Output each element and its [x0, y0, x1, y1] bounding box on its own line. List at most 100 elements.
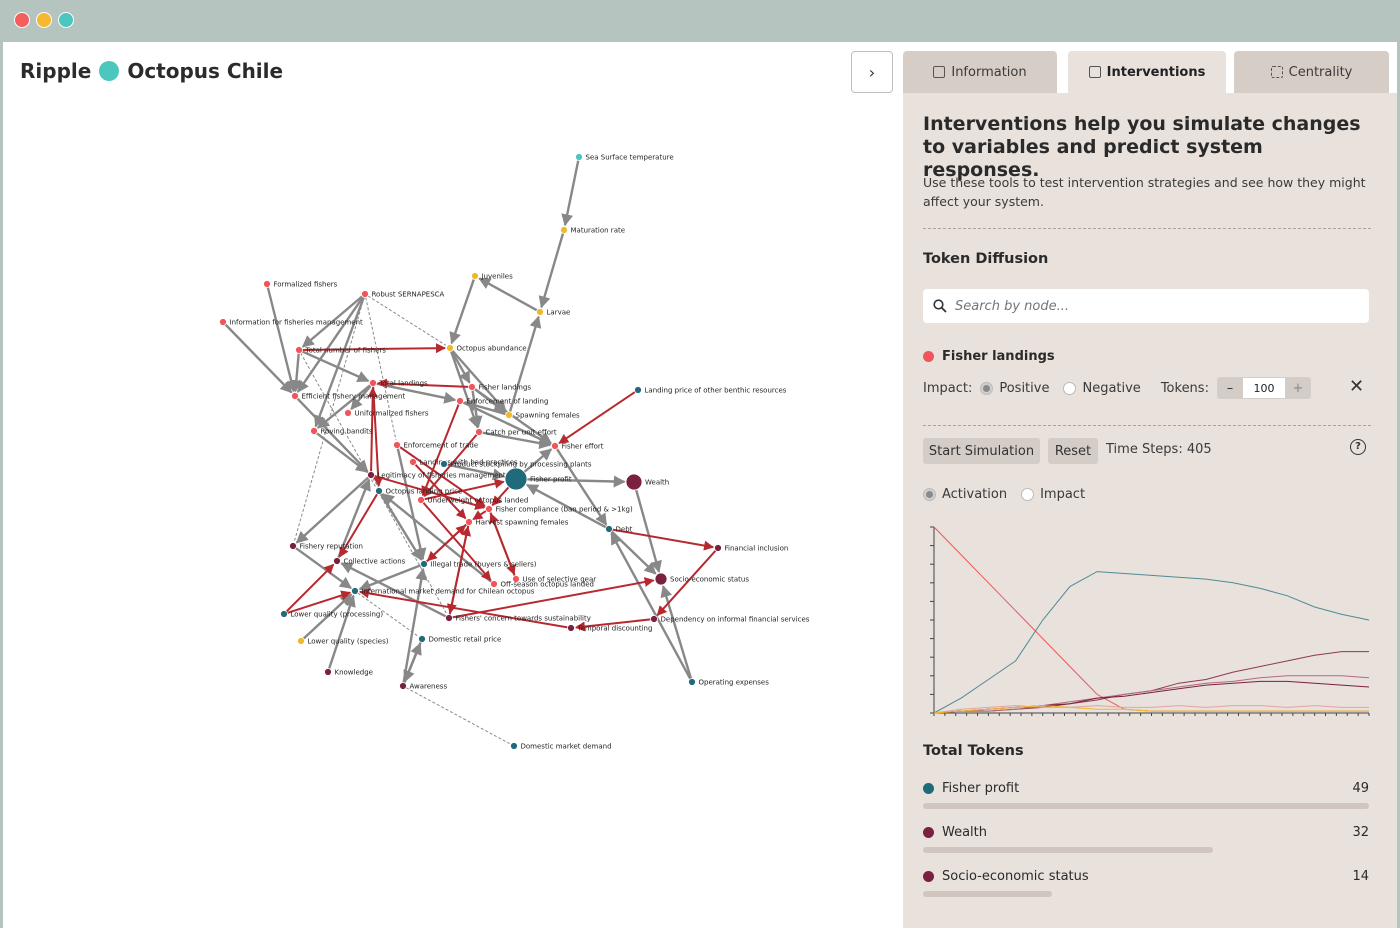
impact-negative-label[interactable]: Negative: [1082, 380, 1141, 396]
tokens-increment-button[interactable]: +: [1292, 380, 1304, 396]
project-title: Octopus Chile: [127, 59, 284, 83]
graph-node-opex[interactable]: [688, 678, 696, 686]
impact-controls: Impact: Positive Negative Tokens: – 100 …: [923, 377, 1311, 399]
graph-node-financial[interactable]: [714, 544, 722, 552]
graph-node-fisherlandings[interactable]: [468, 383, 476, 391]
graph-node-enforcementlanding[interactable]: [456, 397, 464, 405]
graph-node-knowledge[interactable]: [324, 668, 332, 676]
graph-node-illegal[interactable]: [420, 560, 428, 568]
tokens-stepper: – 100 +: [1216, 377, 1311, 399]
graph-node-lowerqualityspecies[interactable]: [297, 637, 305, 645]
total-value: 49: [1352, 781, 1369, 796]
graph-node-informalized[interactable]: [344, 409, 352, 417]
graph-node-debt[interactable]: [605, 525, 613, 533]
graph-node-label: Robust SERNAPESCA: [372, 291, 445, 299]
graph-edge: [296, 397, 369, 473]
graph-node-cpue[interactable]: [475, 428, 483, 436]
graph-node-dependency[interactable]: [650, 615, 658, 623]
impact-mode-label[interactable]: Impact: [1040, 487, 1086, 502]
graph-edge: [224, 323, 293, 394]
reset-button[interactable]: Reset: [1048, 438, 1098, 464]
graph-node-abundance[interactable]: [446, 344, 454, 352]
graph-node-harvest[interactable]: [465, 518, 473, 526]
help-icon[interactable]: ?: [1350, 439, 1366, 455]
graph-node-compliance[interactable]: [485, 505, 493, 513]
impact-negative-radio[interactable]: [1063, 381, 1077, 395]
graph-node-totalfishers[interactable]: [295, 346, 303, 354]
graph-node-awareness[interactable]: [399, 682, 407, 690]
total-bar: [923, 847, 1213, 853]
graph-node-domesticprice[interactable]: [418, 635, 426, 643]
graph-node-roving[interactable]: [310, 427, 318, 435]
maximize-window-button[interactable]: [58, 12, 74, 28]
graph-node-sernapesca[interactable]: [361, 290, 369, 298]
graph-node-formalized[interactable]: [263, 280, 271, 288]
activation-radio[interactable]: [923, 488, 936, 501]
start-simulation-button[interactable]: Start Simulation: [923, 438, 1040, 464]
graph-node-label: Operating expenses: [699, 679, 770, 687]
tokens-decrement-button[interactable]: –: [1226, 380, 1234, 396]
graph-node-stockpiling[interactable]: [440, 460, 448, 468]
graph-edge: [462, 401, 552, 445]
impact-positive-label[interactable]: Positive: [999, 380, 1050, 396]
graph-node-juveniles[interactable]: [471, 272, 479, 280]
graph-node-socioeconomic[interactable]: [654, 572, 668, 586]
brand-header: Ripple Octopus Chile: [20, 59, 283, 83]
graph-node-benthic[interactable]: [634, 386, 642, 394]
tab-centrality[interactable]: Centrality: [1234, 51, 1389, 93]
tab-information[interactable]: Information: [903, 51, 1057, 93]
graph-node-underweight[interactable]: [417, 496, 425, 504]
graph-node-landingprice[interactable]: [375, 487, 383, 495]
graph-node-intldemand[interactable]: [351, 587, 359, 595]
graph-edge: [523, 448, 553, 473]
graph-node-fisherprofit[interactable]: [504, 467, 528, 491]
graph-node-collective[interactable]: [333, 557, 341, 565]
graph-node-reputation[interactable]: [289, 542, 297, 550]
node-search[interactable]: [923, 289, 1369, 323]
impact-positive-radio[interactable]: [980, 381, 994, 395]
causal-loop-graph[interactable]: Sea Surface temperature Maturation rate Ju…: [3, 42, 903, 928]
graph-node-label: Fishery reputation: [300, 543, 363, 551]
graph-node-badpractices[interactable]: [409, 458, 417, 466]
minimize-window-button[interactable]: [36, 12, 52, 28]
graph-node-selectivegear[interactable]: [512, 575, 520, 583]
graph-node-legitimacy[interactable]: [367, 471, 375, 479]
graph-node-efficient[interactable]: [291, 392, 299, 400]
graph-node-enforcementtrade[interactable]: [393, 441, 401, 449]
graph-node-label: Dependency on informal financial service…: [661, 616, 810, 624]
tab-interventions[interactable]: Interventions: [1068, 51, 1226, 93]
graph-node-sst[interactable]: [575, 153, 583, 161]
graph-node-offseason[interactable]: [490, 580, 498, 588]
graph-node-lowerqualityproc[interactable]: [280, 610, 288, 618]
graph-edge: [358, 588, 568, 629]
graph-node-label: Enforcement of landing: [467, 398, 549, 406]
graph-node-larvae[interactable]: [536, 308, 544, 316]
total-bar: [923, 891, 1052, 897]
graph-node-fishereffort[interactable]: [551, 442, 559, 450]
table-icon: [933, 66, 946, 78]
graph-node-label: Fisher landings: [479, 384, 532, 392]
activation-label[interactable]: Activation: [942, 487, 1008, 502]
search-input[interactable]: [955, 298, 1335, 314]
close-icon: ✕: [1349, 376, 1365, 397]
graph-node-wealth[interactable]: [625, 473, 643, 491]
collapse-panel-button[interactable]: ›: [851, 51, 893, 93]
tokens-input[interactable]: 100: [1242, 378, 1285, 398]
graph-node-maturation[interactable]: [560, 226, 568, 234]
interventions-description: Use these tools to test intervention str…: [923, 175, 1366, 209]
graph-edge: [376, 378, 469, 389]
graph-node-label: Fisher profit: [530, 476, 572, 484]
graph-node-spawning[interactable]: [505, 411, 513, 419]
graph-node-info[interactable]: [219, 318, 227, 326]
remove-node-button[interactable]: ✕: [1349, 376, 1364, 397]
node-color-dot-icon: [923, 351, 934, 362]
graph-node-temporal[interactable]: [567, 624, 575, 632]
graph-edge: [287, 590, 352, 614]
close-window-button[interactable]: [14, 12, 30, 28]
graph-node-concern[interactable]: [445, 614, 453, 622]
graph-edge: [350, 384, 372, 411]
graph-node-totallandings[interactable]: [369, 379, 377, 387]
impact-radio[interactable]: [1021, 488, 1035, 501]
graph-node-domesticdemand[interactable]: [510, 742, 518, 750]
graph-edge: [526, 475, 626, 488]
